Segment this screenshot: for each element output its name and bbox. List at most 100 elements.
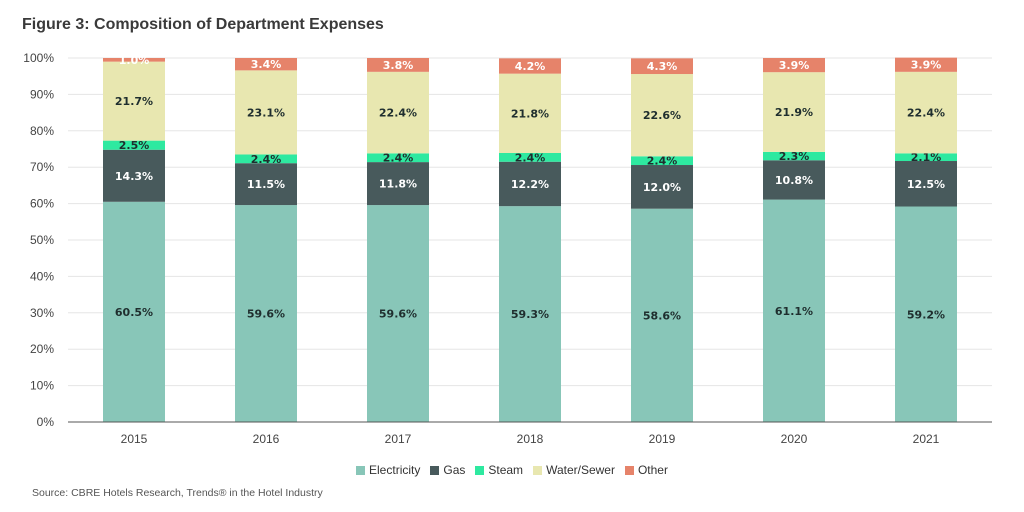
stacked-bar-chart: 0% 10% 20% 30% 40% 50% 60% 70% 80% 90% 100% 60.5% 14… xyxy=(23,51,992,446)
bar-segment-electricity-2021 xyxy=(895,206,957,422)
data-label: 22.6% xyxy=(643,109,681,122)
legend-item: Other xyxy=(624,463,668,477)
bar-segment-steam-2016 xyxy=(235,154,297,164)
legend-swatch xyxy=(475,465,485,475)
x-tick-label: 2016 xyxy=(253,432,280,446)
legend-item: Gas xyxy=(430,463,465,477)
data-label: 11.8% xyxy=(379,178,417,191)
y-tick-label: 50% xyxy=(30,233,54,247)
data-label: 21.8% xyxy=(511,107,549,120)
data-label: 11.5% xyxy=(247,178,285,191)
bar-segment-electricity-2018 xyxy=(499,206,561,422)
data-label: 22.4% xyxy=(379,107,417,120)
data-label: 2.4% xyxy=(383,152,414,165)
x-tick-label: 2019 xyxy=(649,432,676,446)
bar-segment-other-2017 xyxy=(367,58,429,72)
bar-segment-steam-2015 xyxy=(103,140,165,150)
bar-segment-steam-2019 xyxy=(631,156,693,166)
y-tick-label: 60% xyxy=(30,197,54,211)
bar-segment-gas-2020 xyxy=(763,160,825,200)
y-tick-label: 40% xyxy=(30,269,54,283)
bar-segment-gas-2021 xyxy=(895,161,957,207)
bar-segment-electricity-2015 xyxy=(103,201,165,422)
data-label: 2.4% xyxy=(647,155,678,168)
data-label: 4.3% xyxy=(647,60,678,73)
bar-segment-gas-2016 xyxy=(235,163,297,206)
x-tick-label: 2018 xyxy=(517,432,544,446)
legend-swatch xyxy=(533,465,543,475)
y-tick-label: 10% xyxy=(30,379,54,393)
legend-label: Steam xyxy=(488,463,524,477)
bar-segment-steam-2020 xyxy=(763,151,825,161)
bar-segment-gas-2015 xyxy=(103,149,165,202)
bar-segment-other-2021 xyxy=(895,57,957,72)
bar-segment-water-sewer-2019 xyxy=(631,74,693,157)
data-label: 14.3% xyxy=(115,170,153,183)
bar-segment-steam-2021 xyxy=(895,153,957,162)
x-tick-label: 2017 xyxy=(385,432,412,446)
bar-segment-water-sewer-2017 xyxy=(367,71,429,154)
bar-segment-water-sewer-2021 xyxy=(895,71,957,154)
bar-segment-water-sewer-2016 xyxy=(235,70,297,155)
y-tick-label: 80% xyxy=(30,124,54,138)
data-label: 10.8% xyxy=(775,174,813,187)
data-label: 12.5% xyxy=(907,178,945,191)
legend-item: Water/Sewer xyxy=(533,463,615,477)
data-label: 3.9% xyxy=(911,59,942,72)
bar-segment-electricity-2017 xyxy=(367,205,429,422)
x-tick-label: 2020 xyxy=(781,432,808,446)
legend-swatch xyxy=(430,465,440,475)
y-tick-label: 0% xyxy=(37,415,55,429)
source-note: Source: CBRE Hotels Research, Trends® in… xyxy=(32,487,323,499)
bar-segment-gas-2017 xyxy=(367,162,429,206)
y-tick-label: 100% xyxy=(23,51,54,65)
data-label: 21.9% xyxy=(775,106,813,119)
data-label: 60.5% xyxy=(115,306,153,319)
legend-label: Electricity xyxy=(369,463,421,477)
bar-segment-gas-2019 xyxy=(631,165,693,209)
data-label: 22.4% xyxy=(907,107,945,120)
bar-segment-water-sewer-2018 xyxy=(499,73,561,154)
legend-label: Other xyxy=(637,463,668,477)
legend-item: Electricity xyxy=(356,463,420,477)
bar-segment-other-2019 xyxy=(631,58,693,75)
data-label: 23.1% xyxy=(247,106,285,119)
bar-segment-water-sewer-2015 xyxy=(103,61,165,141)
y-tick-label: 70% xyxy=(30,160,54,174)
chart-title: Figure 3: Composition of Department Expe… xyxy=(22,16,384,33)
data-label: 21.7% xyxy=(115,95,153,108)
data-label: 58.6% xyxy=(643,309,681,322)
data-label: 2.5% xyxy=(119,139,150,152)
data-label: 2.1% xyxy=(911,151,942,164)
data-label: 59.2% xyxy=(907,308,945,321)
data-label: 3.9% xyxy=(779,59,810,72)
chart-legend: Electricity Gas Steam Water/Sewer Other xyxy=(0,463,1024,477)
data-label: 2.4% xyxy=(251,153,282,166)
bar-segment-electricity-2019 xyxy=(631,208,693,422)
bar-segment-electricity-2020 xyxy=(763,199,825,422)
bar-segment-gas-2018 xyxy=(499,161,561,207)
legend-label: Gas xyxy=(443,463,466,477)
bar-segment-steam-2018 xyxy=(499,153,561,162)
bar-segment-other-2018 xyxy=(499,58,561,74)
data-label: 3.4% xyxy=(251,58,282,71)
y-tick-label: 20% xyxy=(30,342,54,356)
legend-label: Water/Sewer xyxy=(546,463,615,477)
data-label: 2.4% xyxy=(515,151,546,164)
bar-segment-water-sewer-2020 xyxy=(763,72,825,152)
data-label: 59.3% xyxy=(511,308,549,321)
data-label: 1.0% xyxy=(119,54,150,67)
y-tick-label: 30% xyxy=(30,306,54,320)
legend-swatch xyxy=(356,465,366,475)
legend-swatch xyxy=(624,465,634,475)
data-label: 61.1% xyxy=(775,305,813,318)
bar-segment-steam-2017 xyxy=(367,153,429,163)
data-label: 59.6% xyxy=(379,308,417,321)
data-label: 12.2% xyxy=(511,178,549,191)
data-label: 4.2% xyxy=(515,60,546,73)
legend-item: Steam xyxy=(475,463,523,477)
bar-segment-other-2015 xyxy=(103,58,165,62)
y-tick-label: 90% xyxy=(30,87,54,101)
x-tick-label: 2021 xyxy=(913,432,940,446)
bar-segment-other-2020 xyxy=(763,58,825,73)
